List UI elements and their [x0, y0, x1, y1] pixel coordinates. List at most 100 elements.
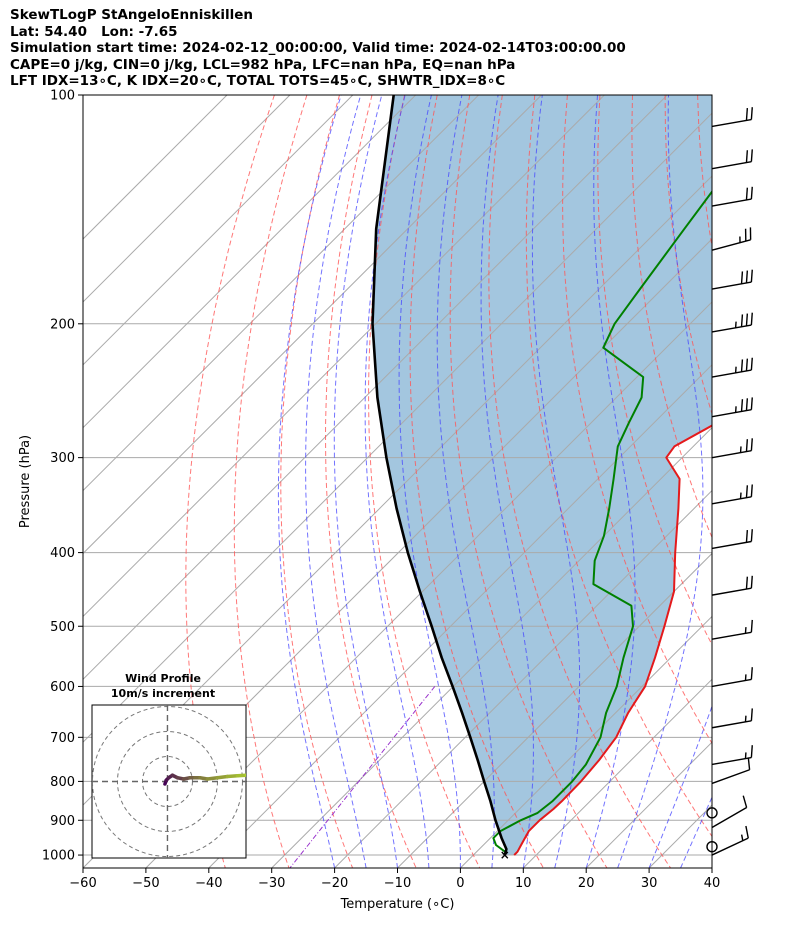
plot-clip: ×: [83, 95, 794, 868]
x-tick-label: −10: [384, 876, 411, 891]
isotherm-line: [334, 489, 712, 868]
x-tick-label: 20: [578, 876, 595, 891]
wind-barb: [711, 269, 753, 290]
barb-flag: [750, 269, 753, 283]
barb-shaft: [711, 720, 752, 729]
hodograph-segment: [244, 773, 246, 777]
x-tick-label: −30: [258, 876, 285, 891]
wind-barb: [711, 619, 753, 640]
x-tick-label: −50: [132, 876, 159, 891]
wind-barb: [711, 149, 753, 170]
wind-barb: [711, 708, 753, 729]
barb-shaft: [711, 409, 752, 418]
barb-flag: [745, 576, 749, 590]
moist-adiabat: [480, 95, 534, 868]
wind-barb: [711, 227, 752, 251]
wind-barb: [711, 795, 748, 829]
barb-flag: [745, 398, 749, 411]
moist-adiabat: [436, 95, 495, 868]
time-line: Simulation start time: 2024-02-12_00:00:…: [10, 40, 626, 57]
dry-adiabat: [525, 95, 712, 838]
y-tick-label: 900: [50, 814, 75, 829]
x-tick-label: 30: [641, 876, 658, 891]
dry-adiabat: [368, 95, 481, 868]
barb-shaft: [711, 198, 752, 207]
dewpoint-line: [492, 190, 712, 853]
barb-flag: [750, 186, 753, 200]
barb-flag: [742, 795, 748, 808]
dry-adiabat: [280, 95, 354, 868]
moist-adiabat: [617, 95, 704, 868]
moist-adiabat: [585, 95, 636, 868]
dry-adiabat: [730, 95, 794, 868]
barb-flag: [745, 187, 749, 201]
barb-shaft: [711, 324, 752, 333]
barb-shaft: [711, 837, 749, 856]
isotherm-line: [83, 95, 291, 303]
barb-shaft: [711, 369, 752, 378]
y-tick-label: 800: [50, 775, 75, 790]
x-tick-label: 40: [704, 876, 721, 891]
barb-shaft: [711, 540, 752, 550]
inset-clip: [92, 705, 246, 858]
dry-adiabat: [664, 95, 712, 416]
isotherm-line: [83, 95, 479, 492]
x-tick-label: 10: [515, 876, 532, 891]
inset-title: Wind Profile: [125, 672, 201, 685]
wind-barb: [711, 667, 753, 688]
wind-barb: [711, 357, 753, 378]
wind-barb: [706, 807, 718, 819]
moist-adiabat: [398, 95, 461, 868]
barb-flag: [750, 397, 753, 410]
wind-barb: [711, 312, 753, 333]
barb-shaft: [711, 678, 752, 688]
calm-circle: [706, 840, 718, 853]
wind-barb: [711, 575, 753, 596]
y-tick-label: 700: [50, 731, 75, 746]
barb-flag: [750, 484, 753, 497]
y-tick-label: 1000: [42, 849, 75, 864]
y-tick-label: 200: [50, 317, 75, 332]
isotherm-line: [83, 112, 712, 743]
wind-barb: [711, 529, 753, 550]
moist-adiabat: [711, 866, 712, 868]
barb-flag: [750, 529, 753, 542]
y-tick-label: 100: [50, 89, 75, 104]
barb-flag: [750, 667, 753, 680]
barb-shaft: [711, 806, 747, 829]
barb-flag: [740, 359, 744, 372]
wind-barb: [711, 825, 749, 856]
calm-circle: [706, 807, 718, 819]
chart-title: SkewTLogP StAngeloEnniskillen: [10, 7, 253, 23]
barb-flag: [745, 485, 749, 498]
barb-flag: [740, 314, 744, 327]
barb-shaft: [711, 239, 751, 251]
barb-flag: [750, 357, 753, 371]
temperature-line: [513, 424, 712, 856]
barb-flag: [750, 438, 753, 451]
barb-flag: [745, 439, 749, 452]
moist-adiabat: [277, 95, 342, 868]
dry-adiabat: [562, 95, 712, 745]
isotherm-line: [83, 95, 354, 366]
barb-flag: [740, 399, 744, 412]
axes: −60 −50 −40 −30 −20 −10 0 10 20 30 40 100 200 300 400 5…: [18, 89, 720, 913]
isotherm-line: [271, 426, 712, 868]
isotherm-line: [83, 95, 542, 555]
plot-area: ×: [83, 95, 794, 868]
x-tick-label: −20: [321, 876, 348, 891]
dry-adiabat: [233, 95, 308, 868]
dry-adiabat: [324, 95, 417, 868]
wind-barb: [706, 840, 718, 853]
barb-flag: [747, 757, 751, 770]
cape-line: CAPE=0 j/kg, CIN=0 j/kg, LCL=982 hPa, LF…: [10, 56, 516, 73]
barb-shaft: [711, 450, 752, 459]
dry-adiabat: [409, 95, 544, 868]
barb-flag: [750, 619, 753, 633]
isotherm-line: [145, 301, 712, 868]
barb-flag: [750, 312, 753, 326]
isotherm-line: [711, 867, 712, 868]
barb-flag: [750, 575, 753, 589]
barb-flag: [750, 708, 753, 721]
